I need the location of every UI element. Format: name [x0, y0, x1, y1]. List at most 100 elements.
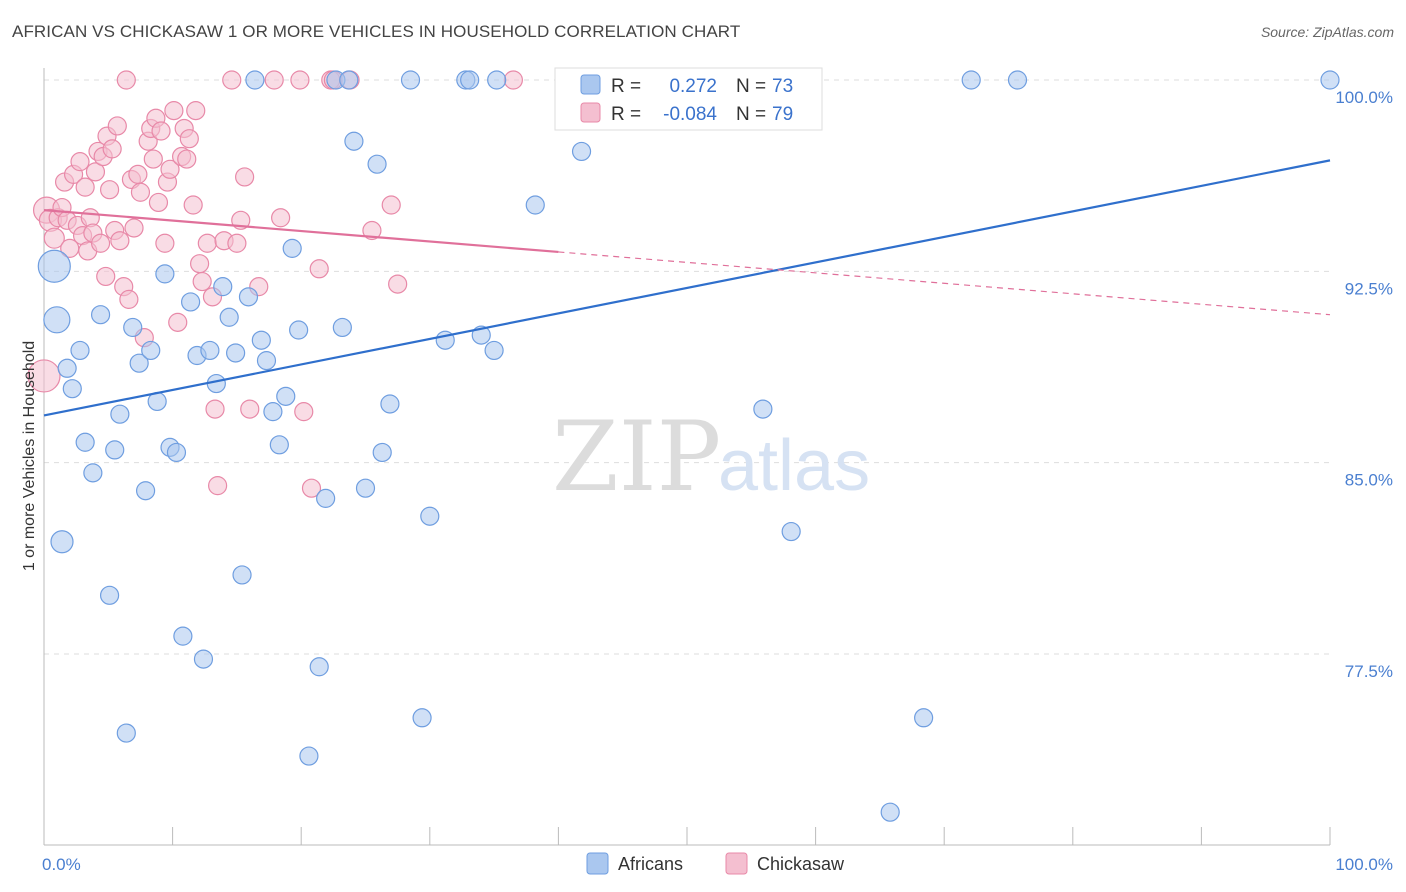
- point-africans-60: [525, 195, 545, 215]
- point-africans-16: [141, 340, 161, 361]
- point-africans-41: [309, 657, 329, 677]
- point-chickasaw-3: [43, 227, 65, 249]
- point-africans-28: [219, 307, 239, 327]
- point-chickasaw-53: [190, 254, 210, 274]
- point-africans-50: [380, 394, 400, 414]
- point-africans-44: [332, 317, 352, 338]
- point-africans-1: [43, 306, 71, 334]
- point-africans-56: [460, 70, 480, 90]
- point-africans-3: [57, 358, 77, 378]
- point-chickasaw-30: [119, 289, 139, 309]
- point-africans-39: [289, 320, 309, 340]
- point-africans-20: [166, 442, 187, 463]
- bottom-legend-swatch-chickasaw: [725, 852, 748, 875]
- trend-line-chickasaw-dashed: [558, 251, 1331, 316]
- point-chickasaw-51: [183, 195, 203, 215]
- point-chickasaw-64: [240, 399, 260, 419]
- trend-line-chickasaw-solid: [43, 209, 559, 254]
- point-chickasaw-55: [197, 233, 217, 253]
- point-africans-5: [70, 340, 90, 361]
- point-chickasaw-68: [290, 70, 310, 90]
- point-chickasaw-58: [208, 476, 228, 496]
- point-chickasaw-27: [110, 231, 130, 251]
- series-legend: Africans Chickasaw: [586, 852, 845, 875]
- point-chickasaw-49: [177, 149, 197, 169]
- point-africans-22: [181, 292, 201, 312]
- point-africans-58: [484, 340, 504, 361]
- point-chickasaw-45: [164, 101, 184, 121]
- series-chickasaw-points: [27, 70, 523, 498]
- bottom-legend-label-africans: Africans: [618, 854, 683, 874]
- x-tick-label-0: 0.0%: [42, 855, 81, 874]
- trend-lines: [43, 159, 1331, 417]
- point-chickasaw-24: [102, 139, 122, 159]
- point-africans-9: [99, 585, 120, 605]
- point-chickasaw-13: [75, 177, 95, 197]
- legend-r-label-chickasaw: R =: [611, 104, 641, 125]
- point-africans-15: [135, 481, 156, 501]
- point-africans-32: [245, 70, 265, 90]
- point-africans-12: [116, 723, 136, 743]
- point-chickasaw-32: [124, 218, 144, 238]
- point-africans-14: [129, 353, 149, 373]
- point-africans-49: [372, 442, 392, 463]
- point-chickasaw-63: [235, 167, 255, 187]
- y-tick-label-1: 85.0%: [1345, 471, 1393, 490]
- point-chickasaw-40: [148, 192, 169, 213]
- watermark-zip: ZIP: [552, 401, 721, 513]
- point-africans-47: [355, 478, 376, 498]
- point-chickasaw-71: [309, 259, 329, 279]
- legend-r-value-chickasaw: -0.084: [663, 104, 717, 125]
- point-africans-18: [155, 264, 175, 284]
- point-africans-33: [251, 330, 271, 350]
- point-africans-53: [420, 506, 440, 526]
- point-chickasaw-11: [70, 152, 90, 172]
- axes: [43, 68, 1331, 846]
- point-africans-6: [75, 432, 95, 452]
- point-africans-31: [238, 287, 259, 307]
- point-africans-67: [753, 399, 773, 419]
- point-africans-13: [123, 317, 143, 338]
- legend-r-value-africans: 0.272: [669, 76, 717, 97]
- point-africans-4: [62, 379, 82, 399]
- point-africans-36: [269, 435, 289, 455]
- y-tick-labels: 77.5% 85.0% 92.5% 100.0%: [1335, 88, 1393, 681]
- point-africans-10: [105, 440, 125, 460]
- point-chickasaw-46: [168, 312, 188, 332]
- point-africans-38: [282, 238, 302, 258]
- point-chickasaw-66: [264, 70, 284, 90]
- point-africans-34: [256, 351, 277, 371]
- bottom-legend-swatch-africans: [586, 852, 609, 875]
- point-chickasaw-34: [130, 182, 151, 202]
- point-chickasaw-50: [179, 129, 199, 149]
- point-chickasaw-21: [96, 266, 116, 287]
- point-africans-73: [1320, 70, 1340, 90]
- point-chickasaw-57: [205, 399, 225, 419]
- stats-legend: R = 0.272 N = 73 R = -0.084 N = 79: [554, 67, 823, 131]
- series-africans-points: [37, 70, 1340, 822]
- point-chickasaw-33: [128, 164, 148, 184]
- point-africans-69: [880, 802, 900, 822]
- y-tick-label-2: 92.5%: [1345, 279, 1393, 298]
- point-chickasaw-76: [381, 195, 401, 215]
- point-chickasaw-29: [116, 70, 136, 90]
- point-africans-30: [232, 565, 252, 585]
- point-africans-29: [226, 343, 246, 363]
- point-africans-0: [37, 249, 71, 283]
- point-chickasaw-42: [155, 233, 175, 253]
- y-tick-label-3: 100.0%: [1335, 88, 1393, 107]
- legend-swatch-chickasaw: [580, 102, 601, 123]
- point-chickasaw-61: [227, 233, 247, 253]
- legend-swatch-africans: [580, 74, 601, 95]
- point-chickasaw-0: [27, 359, 61, 393]
- point-chickasaw-60: [222, 70, 242, 90]
- point-chickasaw-69: [294, 402, 314, 422]
- point-chickasaw-44: [160, 159, 180, 179]
- point-africans-40: [299, 746, 319, 766]
- point-chickasaw-54: [192, 271, 212, 292]
- point-chickasaw-23: [99, 180, 120, 200]
- legend-r-label-africans: R =: [611, 76, 641, 97]
- point-africans-42: [316, 488, 336, 508]
- point-africans-70: [914, 708, 934, 728]
- point-africans-21: [173, 626, 193, 646]
